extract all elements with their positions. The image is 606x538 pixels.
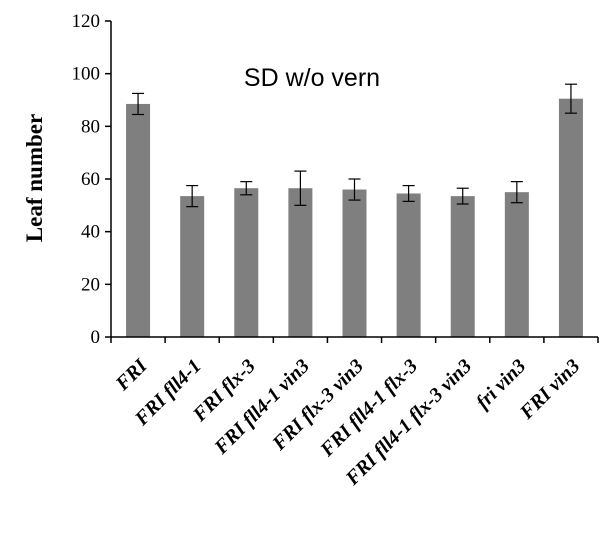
error-bars xyxy=(132,83,577,208)
y-axis: 0 20 40 60 80 100 120 xyxy=(72,11,599,348)
y-tick-label: 100 xyxy=(72,64,101,85)
y-tick-label: 20 xyxy=(81,274,100,295)
y-axis-title: Leaf number xyxy=(22,114,47,242)
bar xyxy=(396,193,421,337)
bar xyxy=(558,98,583,337)
y-tick-label: 120 xyxy=(72,11,101,32)
bar xyxy=(126,103,151,337)
bar xyxy=(450,196,475,337)
y-tick-label: 80 xyxy=(81,116,100,137)
bar xyxy=(288,188,313,337)
x-tick-label: FRI xyxy=(111,354,152,395)
bars xyxy=(126,98,583,337)
y-tick-label: 60 xyxy=(81,169,100,190)
bar xyxy=(234,188,259,337)
bar xyxy=(504,192,529,337)
x-tick-label: FRI fll4-1 vin3 xyxy=(210,355,314,459)
bar xyxy=(180,196,205,337)
bar xyxy=(342,189,367,337)
y-tick-label: 40 xyxy=(81,222,100,243)
y-tick-label: 0 xyxy=(91,327,101,348)
chart-title: SD w/o vern xyxy=(244,64,380,92)
x-tick-label: FRI vin3 xyxy=(515,355,584,424)
